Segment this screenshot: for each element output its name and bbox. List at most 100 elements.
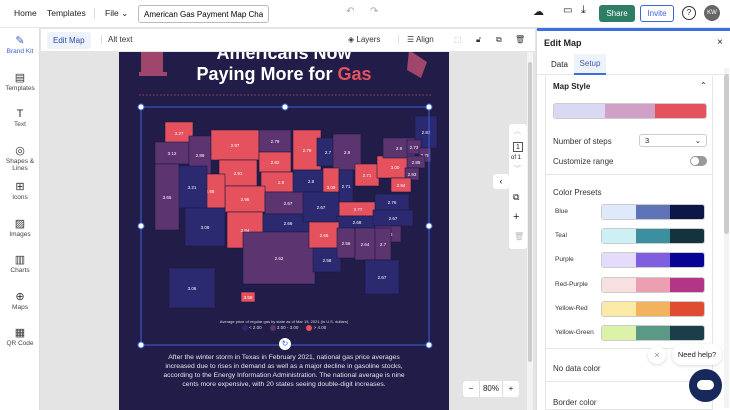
swatch-color — [602, 205, 636, 219]
infographic-canvas[interactable]: 3.27 3.12 2.89 2.97 2.79 2.82 2.91 2.8 2.95 2.98 3… — [119, 52, 449, 410]
resize-handle[interactable] — [425, 222, 433, 230]
tab-setup[interactable]: Setup — [574, 54, 606, 75]
resize-handle[interactable] — [137, 222, 145, 230]
state-region[interactable] — [390, 177, 412, 193]
zoom-control: − 80% + — [463, 381, 519, 397]
page-down-icon[interactable]: ﹀ — [514, 166, 521, 173]
state-value-label: 3.65 — [163, 195, 172, 200]
help-icon[interactable]: ? — [682, 6, 696, 20]
lock-icon[interactable]: 🔓︎ — [476, 35, 482, 44]
preset-swatch-red-purple[interactable] — [601, 276, 705, 293]
redo-icon[interactable]: ↷ — [370, 6, 379, 17]
text-icon: T — [16, 108, 24, 120]
page-up-icon[interactable]: ︿ — [514, 128, 521, 135]
collapse-panel-icon[interactable]: ‹ — [493, 174, 509, 189]
state-region[interactable] — [406, 139, 422, 155]
resize-handle[interactable] — [281, 103, 289, 111]
file-menu[interactable]: File ⌄ — [94, 8, 128, 19]
state-region[interactable] — [168, 267, 216, 309]
sidebar-item-charts[interactable]: ▥ Charts — [0, 254, 40, 274]
sidebar-item-label: Text — [14, 121, 26, 128]
state-region[interactable] — [292, 129, 322, 171]
edit-map-button[interactable]: Edit Map — [47, 32, 91, 49]
panel-title: Edit Map — [544, 38, 582, 48]
state-region[interactable] — [302, 191, 340, 223]
sidebar-item-images[interactable]: ▨ Images — [0, 218, 40, 238]
download-icon[interactable]: ⤓ — [581, 4, 586, 16]
sidebar-item-maps[interactable]: ⊕ Maps — [0, 291, 40, 311]
state-value-label: 3.55 — [244, 295, 253, 300]
chevron-up-icon[interactable]: ⌃ — [700, 81, 707, 90]
present-icon[interactable]: ▭ — [563, 5, 573, 16]
undo-icon[interactable]: ↶ — [346, 6, 355, 17]
templates-icon: ▤ — [14, 71, 26, 84]
duplicate-page-icon[interactable]: ⧉ — [513, 192, 520, 202]
need-help-bubble[interactable]: Need help? — [672, 344, 722, 365]
state-value-label: 2.71 — [342, 184, 351, 189]
sidebar-item-text[interactable]: T Text — [0, 108, 40, 128]
state-region[interactable] — [154, 163, 180, 231]
resize-handle[interactable] — [425, 103, 433, 111]
steps-select[interactable]: 3 ⌄ — [639, 134, 707, 147]
share-button[interactable]: Share — [599, 5, 635, 22]
dismiss-help-icon[interactable]: × — [648, 346, 666, 364]
close-icon[interactable]: × — [717, 37, 723, 48]
state-region[interactable] — [312, 247, 342, 273]
align-button[interactable]: ☰ Align — [398, 35, 434, 44]
resize-handle[interactable] — [137, 103, 145, 111]
duplicate-icon[interactable]: ⧉ — [496, 35, 502, 44]
templates-link[interactable]: Templates — [47, 8, 86, 18]
page-number[interactable]: 1 — [513, 142, 523, 152]
state-region[interactable] — [404, 167, 420, 181]
state-value-label: 2.79 — [271, 139, 280, 144]
state-region[interactable] — [224, 185, 266, 213]
zoom-out-button[interactable]: − — [468, 384, 474, 393]
resize-handle[interactable] — [137, 341, 145, 349]
home-link[interactable]: Home — [14, 8, 37, 18]
map-style-swatch[interactable] — [553, 103, 707, 119]
tab-data[interactable]: Data — [551, 60, 568, 69]
swatch-color — [602, 301, 636, 316]
layers-button[interactable]: ◈ Layers — [348, 35, 380, 44]
sidebar-item-shapes-lines[interactable]: ◎ Shapes & Lines — [0, 145, 40, 172]
add-page-icon[interactable]: + — [513, 211, 520, 223]
sidebar-item-templates[interactable]: ▤ Templates — [0, 72, 40, 92]
state-value-label: 2.7 — [325, 150, 332, 155]
preset-label: Yellow-Red — [555, 304, 588, 312]
document-title-input[interactable] — [138, 5, 269, 23]
sidebar-item-brand-kit[interactable]: ✎ Brand Kit — [0, 35, 40, 55]
trash-icon[interactable]: 🗑︎ — [515, 35, 526, 44]
avatar[interactable]: KW — [704, 5, 720, 21]
group-icon[interactable]: ⬚ — [454, 35, 462, 44]
state-region[interactable] — [364, 259, 400, 295]
zoom-level[interactable]: 80% — [479, 381, 503, 397]
state-region[interactable] — [240, 291, 256, 303]
briefcase-icon: ⊞ — [15, 181, 25, 193]
sidebar-item-icons[interactable]: ⊞ Icons — [0, 181, 40, 201]
chat-button[interactable] — [689, 369, 722, 402]
alt-text-button[interactable]: Alt text — [101, 35, 132, 44]
preset-label: Red-Purple — [555, 280, 588, 288]
delete-page-icon[interactable]: 🗑︎ — [514, 232, 525, 241]
zoom-in-button[interactable]: + — [508, 384, 514, 393]
panel-scrollbar[interactable] — [724, 68, 729, 408]
state-region[interactable] — [184, 207, 226, 247]
invite-button[interactable]: Invite — [640, 5, 674, 22]
resize-handle[interactable] — [425, 341, 433, 349]
chart-icon: ▥ — [14, 254, 26, 266]
preset-swatch-teal[interactable] — [601, 228, 705, 245]
cloud-save-icon[interactable]: ☁ — [533, 6, 544, 18]
preset-swatch-yellow-red[interactable] — [601, 300, 705, 317]
customize-range-toggle[interactable] — [690, 156, 707, 166]
swatch-color — [636, 277, 670, 292]
state-value-label: 2.73 — [410, 145, 419, 150]
state-region[interactable] — [242, 231, 316, 285]
preset-swatch-yellow-green[interactable] — [601, 325, 705, 341]
sidebar-item-label: Images — [9, 230, 31, 238]
rotate-handle-icon[interactable]: ↻ — [279, 338, 291, 350]
sidebar-item-qr-code[interactable]: ▦ QR Code — [0, 327, 40, 347]
preset-swatch-blue[interactable] — [601, 204, 705, 220]
canvas-scrollbar[interactable] — [527, 52, 533, 410]
preset-swatch-purple[interactable] — [601, 252, 705, 269]
title-line-1: Americans Now — [216, 52, 352, 63]
